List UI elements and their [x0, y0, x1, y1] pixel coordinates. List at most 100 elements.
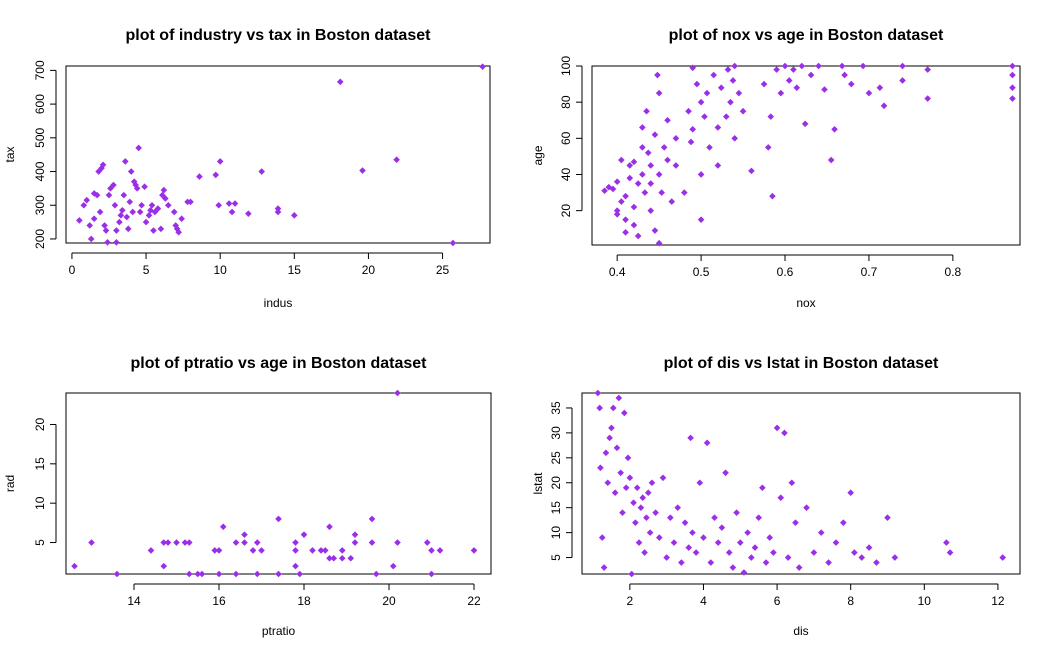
- scatter-point: [133, 185, 141, 192]
- chart-panel-4: plot of dis vs lstat in Boston dataset 2 4…: [531, 355, 1021, 638]
- scatter-point: [1009, 71, 1016, 79]
- scatter-point: [838, 62, 846, 70]
- scatter-point: [110, 181, 117, 189]
- scatter-point: [632, 519, 639, 526]
- y-tick-label: 20: [33, 417, 47, 431]
- scatter-point: [622, 216, 629, 223]
- scatter-point: [693, 80, 701, 88]
- scatter-point: [274, 205, 282, 212]
- scatter-point: [670, 539, 678, 546]
- scatter-point: [744, 529, 751, 536]
- x-tick-label: 0.4: [609, 265, 626, 279]
- y-tick-label: 500: [33, 127, 47, 147]
- scatter-point: [639, 171, 646, 178]
- scatter-point: [817, 529, 825, 536]
- x-tick-label: 0: [69, 263, 76, 277]
- scatter-point: [604, 479, 612, 487]
- scatter-point: [626, 174, 634, 182]
- scatter-point: [655, 534, 663, 541]
- scatter-point: [663, 554, 670, 561]
- scatter-point: [185, 570, 193, 578]
- scatter-point: [827, 156, 835, 164]
- scatter-point: [249, 547, 257, 554]
- scatter-point: [368, 539, 376, 546]
- scatter-point: [99, 161, 107, 169]
- plot-frame: [591, 65, 1021, 246]
- scatter-point: [107, 185, 114, 192]
- scatter-point: [876, 84, 884, 91]
- scatter-point: [635, 539, 643, 546]
- scatter-point: [759, 484, 766, 492]
- scatter-point: [781, 429, 788, 437]
- scatter-point: [111, 201, 119, 209]
- y-tick-label: 80: [559, 95, 573, 109]
- scatter-point: [292, 539, 299, 546]
- scatter-point: [626, 162, 634, 169]
- scatter-point: [615, 394, 623, 402]
- scatter-point: [617, 469, 624, 477]
- scatter-point: [628, 570, 635, 578]
- scatter-point: [633, 484, 641, 492]
- x-tick-label: 4: [700, 594, 707, 608]
- scatter-point: [678, 559, 685, 566]
- scatter-point: [160, 186, 168, 194]
- scatter-point: [739, 107, 747, 115]
- scatter-point: [767, 113, 775, 120]
- scatter-point: [194, 570, 202, 578]
- scatter-point: [126, 198, 134, 206]
- scatter-point: [245, 210, 252, 217]
- scatter-point: [602, 449, 610, 457]
- scatter-point: [733, 509, 740, 516]
- y-tick-label: 700: [33, 60, 47, 80]
- scatter-point: [296, 570, 304, 578]
- scatter-point: [394, 389, 401, 397]
- chart-panel-1: plot of industry vs tax in Boston datase…: [3, 27, 491, 310]
- x-axis-label: ptratio: [262, 624, 296, 638]
- scatter-point: [655, 89, 663, 97]
- y-tick-label: 200: [33, 229, 47, 249]
- scatter-point: [95, 168, 102, 175]
- scatter-point: [231, 200, 239, 207]
- scatter-point: [326, 523, 333, 531]
- scatter-point: [692, 549, 700, 556]
- scatter-point: [1009, 84, 1016, 91]
- scatter-point: [93, 191, 101, 199]
- scatter-point: [470, 547, 478, 554]
- scatter-point: [697, 171, 705, 178]
- scatter-point: [714, 539, 722, 546]
- scatter-point: [145, 212, 153, 219]
- scatter-point: [707, 559, 715, 566]
- scatter-point: [622, 484, 630, 492]
- y-tick-label: 100: [559, 56, 573, 76]
- chart-title: plot of dis vs lstat in Boston dataset: [664, 355, 939, 372]
- scatter-point: [672, 135, 680, 142]
- x-tick-label: 15: [288, 263, 302, 277]
- scatter-point: [211, 547, 219, 554]
- scatter-point: [703, 89, 711, 97]
- scatter-point: [731, 62, 738, 70]
- scatter-point: [647, 180, 655, 187]
- x-tick-label: 25: [436, 263, 450, 277]
- scatter-point: [618, 156, 625, 164]
- scatter-point: [655, 171, 663, 178]
- scatter-point: [212, 171, 220, 179]
- scatter-point: [781, 62, 789, 70]
- scatter-point: [225, 200, 233, 207]
- scatter-point: [681, 519, 689, 526]
- scatter-point: [96, 208, 104, 216]
- y-tick-label: 10: [549, 526, 563, 540]
- scatter-point: [651, 227, 659, 234]
- scatter-point: [90, 215, 98, 223]
- scatter-point: [637, 504, 645, 511]
- scatter-point: [292, 562, 299, 570]
- scatter-point: [113, 227, 120, 234]
- scatter-point: [689, 64, 697, 72]
- scatter-point: [215, 547, 223, 554]
- scatter-point: [613, 444, 621, 452]
- y-tick-label: 300: [33, 195, 47, 215]
- y-tick-label: 30: [549, 426, 563, 440]
- scatter-point: [351, 531, 359, 538]
- x-tick-label: 10: [918, 594, 932, 608]
- scatter-point: [164, 539, 172, 546]
- scatter-point: [646, 529, 654, 536]
